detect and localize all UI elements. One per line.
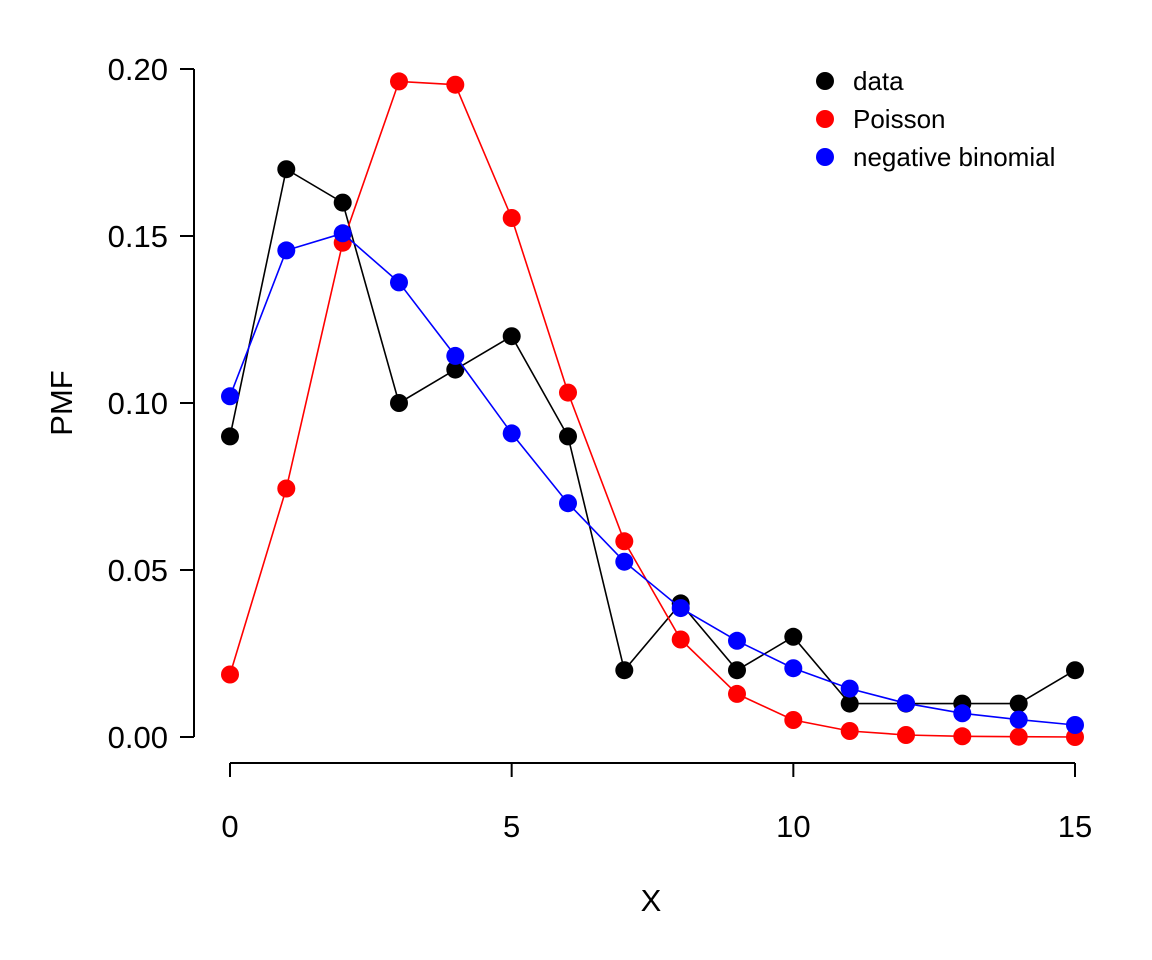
legend-label: Poisson [853,104,946,134]
data-point-negative-binomial [1009,710,1028,729]
series-layer [221,72,1084,746]
data-point-data [559,427,577,446]
data-point-negative-binomial [953,704,972,723]
data-point-poisson [615,532,634,551]
data-point-negative-binomial [671,599,690,618]
data-point-data [390,394,408,412]
data-point-poisson [559,383,577,402]
data-point-poisson [840,722,859,740]
data-point-data [277,160,296,179]
data-point-poisson [897,726,915,744]
legend-marker [816,110,834,128]
y-tick-label: 0.05 [108,553,168,588]
x-tick-label: 0 [221,809,238,844]
data-point-data [615,661,634,680]
x-tick-label: 15 [1058,809,1092,844]
x-axis-title: X [641,883,662,918]
y-axis: 0.00 0.05 0.10 0.15 0.20 [108,52,195,755]
series-line-negative-binomial [229,232,1076,726]
data-point-poisson [728,684,746,703]
data-point-negative-binomial [728,631,746,650]
data-point-negative-binomial [784,659,803,678]
legend-item-negative-binomial: negative binomial [816,142,1055,172]
data-point-poisson [784,711,803,729]
data-point-poisson [390,72,408,91]
series-line-poisson [229,80,1076,738]
y-tick-label: 0.00 [108,720,168,755]
series-poisson [221,72,1084,746]
data-point-negative-binomial [390,273,408,292]
data-point-negative-binomial [221,387,239,406]
legend-marker [816,72,834,90]
legend-item-poisson: Poisson [816,104,946,134]
data-point-negative-binomial [502,424,521,443]
data-point-negative-binomial [840,679,859,698]
data-point-poisson [502,209,521,227]
data-point-poisson [1009,727,1028,746]
data-point-data [333,193,352,212]
x-axis: 0 5 10 15 [221,762,1092,844]
legend-label: data [853,66,904,96]
data-point-negative-binomial [615,552,634,571]
y-tick-label: 0.10 [108,386,168,421]
y-axis-title: PMF [44,370,79,435]
data-point-data [1066,661,1084,680]
legend-label: negative binomial [853,142,1055,172]
data-point-negative-binomial [1066,716,1084,734]
data-point-negative-binomial [559,494,577,513]
data-point-poisson [277,479,296,498]
data-point-data [728,661,746,680]
y-tick-label: 0.15 [108,219,168,254]
series-data [221,160,1084,713]
y-tick-label: 0.20 [108,52,168,87]
data-point-negative-binomial [446,346,465,365]
data-point-negative-binomial [333,224,352,243]
data-point-data [502,327,521,346]
x-tick-label: 10 [776,809,810,844]
data-point-poisson [446,75,465,94]
data-point-negative-binomial [897,694,915,713]
data-point-data [1009,694,1028,713]
series-negative-binomial [221,224,1084,734]
legend-marker [816,148,834,166]
x-tick-label: 5 [503,809,520,844]
data-point-data [221,427,239,446]
legend: data Poisson negative binomial [816,66,1055,172]
data-point-data [446,360,465,379]
data-point-data [840,694,859,713]
legend-item-data: data [816,66,904,96]
data-point-poisson [953,727,972,746]
series-line-data [229,167,1076,705]
data-point-negative-binomial [277,241,296,260]
data-point-data [784,627,803,646]
data-point-poisson [221,665,239,684]
data-point-poisson [671,630,690,649]
